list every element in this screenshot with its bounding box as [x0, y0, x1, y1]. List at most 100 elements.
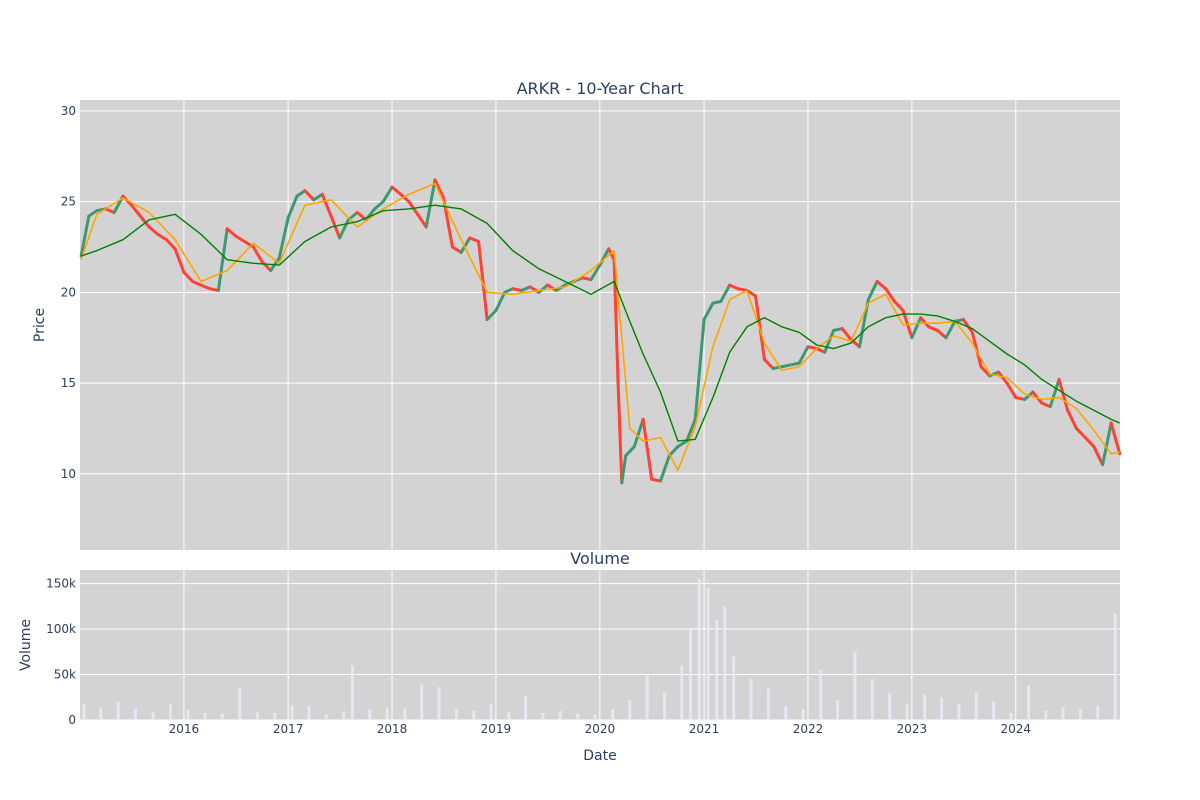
price-candle-segment [702, 301, 715, 322]
price-candle-segment [147, 225, 160, 236]
volume-bar [489, 703, 493, 720]
price-candle-segment [745, 289, 758, 298]
volume-y-tick-label: 50k [54, 668, 76, 682]
price-y-tick-label: 10 [61, 467, 76, 481]
price-candle-segment [1109, 421, 1122, 456]
price-candle-segment [338, 218, 350, 240]
volume-bar [437, 687, 441, 720]
volume-bar [507, 711, 511, 720]
volume-bar [992, 701, 996, 720]
price-candle-segment [277, 216, 290, 260]
volume-bar [290, 705, 294, 720]
volume-bar [1009, 712, 1013, 720]
volume-bar [974, 692, 978, 720]
date-x-axis-title: Date [583, 748, 616, 764]
price-candle-segment [1092, 445, 1105, 467]
price-candle-segment [511, 287, 524, 293]
price-y-axis-title: Price [32, 308, 48, 342]
volume-bar [472, 710, 476, 720]
price-candle-segment [620, 454, 628, 485]
volume-bars [82, 579, 1117, 720]
price-candle-segment [537, 283, 549, 294]
volume-bar [420, 683, 424, 720]
price-candle-segment [780, 363, 793, 369]
price-y-tick-label: 25 [61, 195, 76, 209]
price-candle-segment [182, 270, 195, 283]
volume-bar [307, 706, 311, 720]
long-moving-average-line [80, 204, 1120, 442]
volume-bar [220, 713, 224, 720]
date-x-tick-label: 2017 [273, 722, 304, 736]
price-candle-segment [988, 370, 1000, 378]
price-candle-segment [373, 200, 385, 211]
price-y-tick-label: 15 [61, 376, 76, 390]
price-candle-segment [1057, 377, 1070, 412]
price-candle-segment [234, 234, 247, 244]
price-candle-segment [295, 189, 307, 198]
price-candle-segment [936, 328, 948, 340]
price-candle-segment [728, 283, 740, 291]
volume-bar [203, 712, 207, 720]
price-candle-segment [468, 236, 481, 244]
volume-bar [116, 701, 120, 720]
volume-bar [324, 714, 328, 720]
date-x-tick-label: 2024 [1001, 722, 1032, 736]
volume-bar [645, 674, 649, 720]
price-series [79, 178, 1122, 485]
price-candle-segment [433, 178, 446, 200]
price-candle-segment [961, 318, 974, 334]
volume-bar [238, 688, 242, 720]
price-candle-segment [927, 325, 940, 332]
price-candle-segment [866, 279, 879, 302]
price-candle-segment [589, 263, 602, 282]
volume-bar [680, 665, 684, 720]
price-candle-segment [806, 345, 819, 351]
price-candle-segment [1066, 408, 1078, 430]
date-x-tick-label: 2021 [689, 722, 720, 736]
price-candle-segment [216, 227, 229, 293]
price-candle-segment [823, 328, 836, 354]
price-candle-segment [1083, 436, 1096, 449]
price-candle-segment [260, 259, 273, 273]
volume-bar [888, 692, 892, 720]
price-candle-segment [381, 185, 394, 204]
price-candle-segment [303, 189, 316, 202]
volume-y-tick-label: 150k [46, 577, 76, 591]
date-x-ticks: 2016 2017 2018 2019 2020 2021 2022 2023 2024 [169, 722, 1031, 736]
price-candle-segment [399, 192, 411, 204]
volume-bar [1061, 707, 1065, 720]
volume-bar [836, 700, 840, 720]
price-candle-segment [138, 214, 151, 229]
price-candle-segment [979, 365, 992, 378]
price-candle-segment [719, 283, 732, 303]
volume-bar [82, 703, 86, 720]
price-gridlines [80, 100, 1120, 550]
price-candle-segment [797, 345, 810, 365]
volume-bar [186, 710, 190, 720]
date-x-tick-label: 2018 [377, 722, 408, 736]
date-x-tick-label: 2020 [585, 722, 616, 736]
volume-bar [99, 707, 103, 720]
price-candle-segment [173, 247, 186, 274]
price-candle-segment [87, 209, 99, 218]
price-candle-segment [1014, 396, 1027, 401]
volume-bar [558, 710, 562, 720]
price-candle-segment [329, 214, 342, 240]
volume-bar [766, 688, 770, 720]
volume-bar [576, 713, 580, 720]
price-candle-segment [520, 285, 532, 293]
volume-bar [403, 708, 407, 720]
chart-title: ARKR - 10-Year Chart [517, 79, 684, 98]
price-candle-segment [616, 381, 624, 485]
price-candle-segment [477, 240, 489, 322]
volume-bar [1078, 709, 1082, 720]
volume-bar [853, 651, 857, 720]
price-candle-segment [243, 240, 255, 249]
price-candle-segment [624, 445, 636, 458]
price-candle-segment [424, 178, 437, 229]
price-candle-segment [1074, 426, 1087, 439]
price-candle-segment [191, 279, 203, 287]
volume-bar [706, 588, 710, 720]
price-candle-segment [612, 258, 620, 385]
volume-subplot-title: Volume [570, 549, 630, 568]
